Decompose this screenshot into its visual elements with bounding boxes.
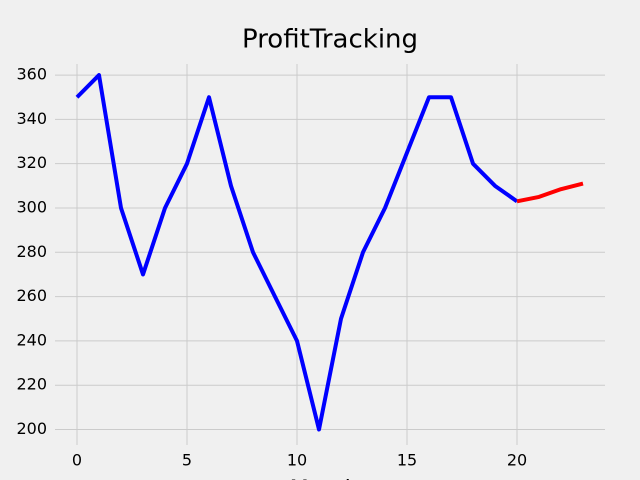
x-tick-label: 0 [72,451,82,470]
y-tick-label: 300 [16,197,47,216]
y-tick-label: 240 [16,330,47,349]
y-tick-label: 280 [16,242,47,261]
x-axis-label: Months [290,477,370,480]
y-tick-label: 260 [16,286,47,305]
line-series [516,181,584,204]
chart-title: ProfitTracking [242,25,418,55]
y-tick-label: 200 [16,419,47,438]
y-tick-label: 320 [16,153,47,172]
y-tick-label: 360 [16,65,47,84]
x-tick-label: 10 [287,451,307,470]
y-tick-label: 340 [16,109,47,128]
x-tick-label: 20 [507,451,527,470]
y-tick-label: 220 [16,375,47,394]
line-series [75,73,519,432]
x-tick-label: 5 [182,451,192,470]
x-tick-label: 15 [397,451,417,470]
